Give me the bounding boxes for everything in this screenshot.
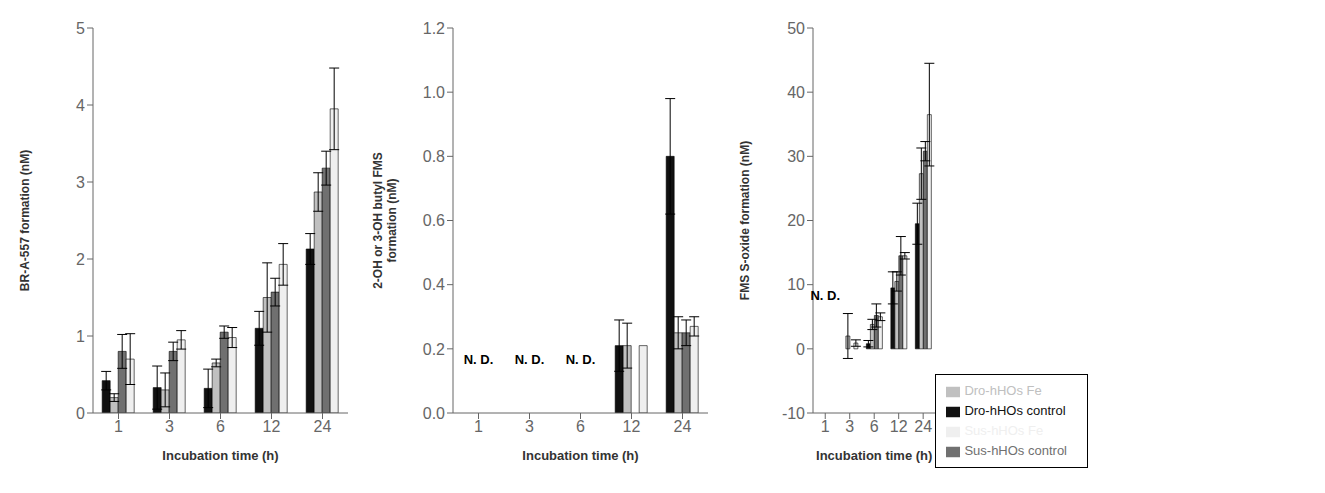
svg-text:12: 12 [623,418,641,435]
svg-text:0: 0 [796,341,805,358]
svg-text:40: 40 [787,84,805,101]
svg-text:Incubation time (h): Incubation time (h) [816,448,932,463]
svg-text:0.4: 0.4 [423,276,445,293]
svg-text:3: 3 [165,418,174,435]
svg-text:2: 2 [76,251,85,268]
svg-text:2-OH or 3-OH butyl FMSformatio: 2-OH or 3-OH butyl FMSformation (nM) [371,152,399,289]
html-text:Dro-hHOs Fe: Dro-hHOs Fe [964,383,1042,398]
svg-text:4: 4 [76,97,85,114]
svg-text:Incubation time (h): Incubation time (h) [522,448,638,463]
svg-text:30: 30 [787,148,805,165]
svg-text:FMS S-oxide formation (nM): FMS S-oxide formation (nM) [738,141,752,300]
svg-text:0: 0 [76,405,85,422]
html-text:Dro-hHOs control: Dro-hHOs control [964,403,1066,418]
svg-text:N. D.: N. D. [515,352,545,367]
svg-text:3: 3 [525,418,534,435]
svg-text:1.0: 1.0 [423,84,445,101]
html-text:Sus-hHOs Fe: Sus-hHOs Fe [964,423,1044,438]
svg-text:6: 6 [870,418,879,435]
svg-text:0.0: 0.0 [423,405,445,422]
svg-text:24: 24 [314,418,332,435]
html-text:Sus-hHOs control: Sus-hHOs control [964,443,1067,458]
svg-text:1: 1 [474,418,483,435]
svg-text:12: 12 [890,418,908,435]
svg-text:N. D.: N. D. [810,288,840,303]
svg-text:0.8: 0.8 [423,148,445,165]
svg-text:50: 50 [787,20,805,37]
svg-text:12: 12 [263,418,281,435]
svg-text:5: 5 [76,20,85,37]
svg-text:24: 24 [674,418,692,435]
svg-text:0.6: 0.6 [423,212,445,229]
svg-text:1: 1 [76,328,85,345]
svg-text:3: 3 [845,418,854,435]
svg-text:1: 1 [821,418,830,435]
svg-text:20: 20 [787,212,805,229]
svg-text:3: 3 [76,174,85,191]
svg-text:24: 24 [914,418,932,435]
svg-text:N. D.: N. D. [566,352,596,367]
svg-text:6: 6 [576,418,585,435]
svg-text:-10: -10 [782,405,805,422]
svg-text:10: 10 [787,276,805,293]
svg-text:0.2: 0.2 [423,341,445,358]
svg-text:6: 6 [216,418,225,435]
svg-text:N. D.: N. D. [464,352,494,367]
svg-text:BR-A-557 formation (nM): BR-A-557 formation (nM) [18,150,32,291]
svg-text:Incubation time (h): Incubation time (h) [162,448,278,463]
svg-text:1.2: 1.2 [423,20,445,37]
svg-text:1: 1 [114,418,123,435]
